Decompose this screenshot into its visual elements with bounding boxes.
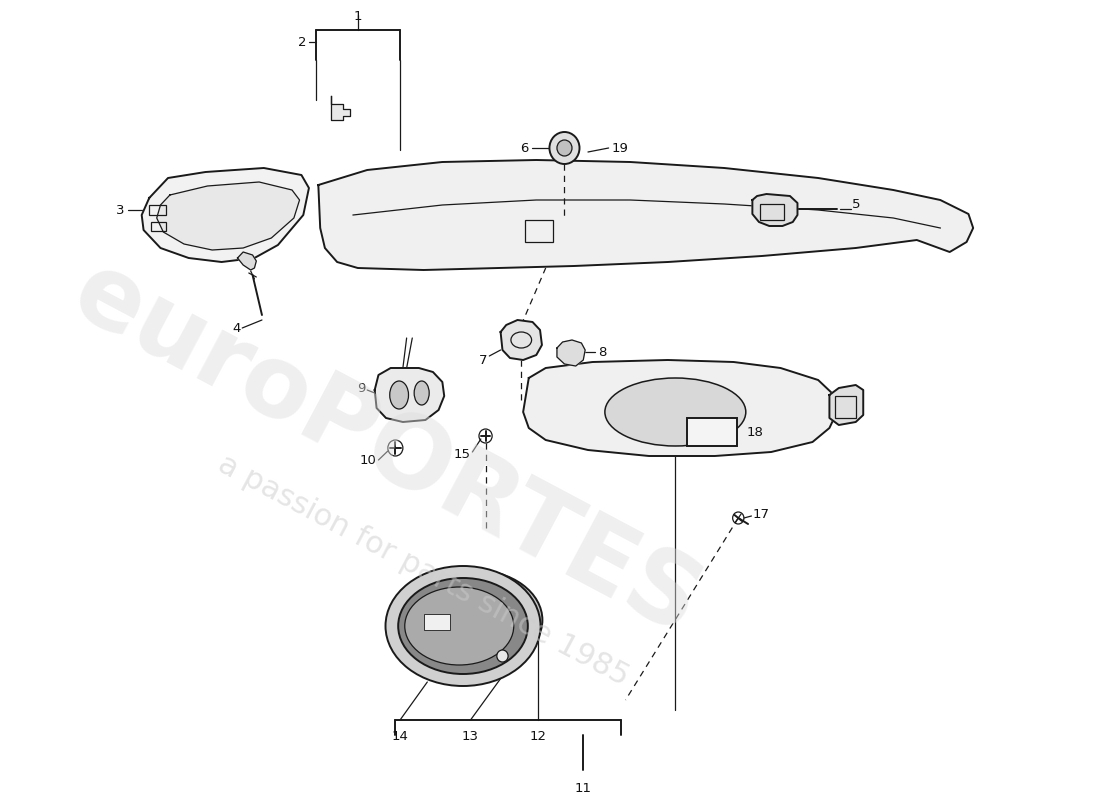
Ellipse shape: [415, 381, 429, 405]
Ellipse shape: [405, 587, 514, 665]
Text: a passion for parts since 1985: a passion for parts since 1985: [213, 449, 634, 691]
Text: 18: 18: [747, 426, 763, 438]
Text: 10: 10: [360, 454, 376, 466]
Bar: [424, 614, 450, 630]
Text: 15: 15: [453, 449, 471, 462]
Polygon shape: [500, 320, 542, 360]
Text: 14: 14: [392, 730, 408, 743]
Bar: [525, 220, 553, 242]
Polygon shape: [557, 340, 585, 366]
Polygon shape: [752, 194, 798, 226]
Text: 13: 13: [462, 730, 478, 743]
Polygon shape: [829, 385, 864, 425]
Polygon shape: [524, 360, 837, 456]
Text: 17: 17: [752, 509, 769, 522]
Circle shape: [549, 132, 580, 164]
Ellipse shape: [385, 566, 540, 686]
Polygon shape: [375, 368, 444, 422]
Text: 11: 11: [575, 782, 592, 795]
Text: 12: 12: [530, 730, 547, 743]
Text: 2: 2: [298, 35, 306, 49]
Polygon shape: [318, 160, 974, 270]
Text: 9: 9: [356, 382, 365, 394]
Text: 5: 5: [852, 198, 860, 211]
Bar: [150, 205, 166, 215]
Bar: [835, 396, 856, 418]
Text: 6: 6: [520, 142, 529, 154]
Text: euroPORTES: euroPORTES: [56, 244, 716, 656]
Bar: [686, 418, 737, 446]
Polygon shape: [238, 252, 256, 270]
Text: 1: 1: [353, 10, 362, 23]
Ellipse shape: [605, 378, 746, 446]
Polygon shape: [156, 182, 299, 250]
Polygon shape: [142, 168, 309, 262]
Circle shape: [497, 650, 508, 662]
Circle shape: [557, 140, 572, 156]
Text: 19: 19: [612, 142, 628, 154]
Polygon shape: [331, 96, 350, 120]
Text: 4: 4: [232, 322, 240, 334]
Bar: [760, 204, 784, 220]
Ellipse shape: [398, 578, 528, 674]
Ellipse shape: [389, 381, 408, 409]
Bar: [151, 222, 166, 231]
Text: 7: 7: [478, 354, 487, 366]
Text: 3: 3: [117, 203, 124, 217]
Ellipse shape: [406, 570, 542, 670]
Text: 8: 8: [598, 346, 607, 358]
